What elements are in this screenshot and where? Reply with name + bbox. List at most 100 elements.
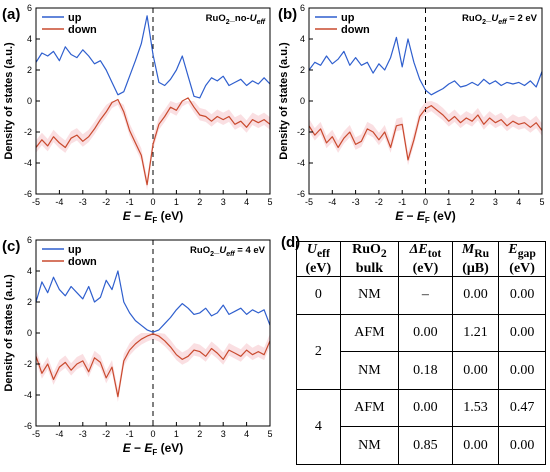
- x-tick-label: 0: [423, 197, 428, 207]
- y-tick-label: -2: [24, 359, 32, 369]
- table-cell: 0.18: [398, 351, 453, 390]
- x-tick-label: -5: [305, 197, 313, 207]
- x-tick-label: 3: [221, 429, 226, 439]
- y-tick-label: -4: [297, 158, 305, 168]
- table-row: 2 AFM 0.00 1.21 0.00: [296, 313, 546, 390]
- table-cell: 0.00: [498, 426, 546, 465]
- x-tick-label: 0: [150, 429, 155, 439]
- x-tick-label: 5: [539, 197, 544, 207]
- table-cell: AFM: [339, 313, 400, 353]
- x-tick-label: -4: [55, 197, 63, 207]
- x-tick-label: 2: [197, 197, 202, 207]
- ueff-cell: 0: [296, 276, 341, 315]
- series-line-down: [35, 97, 271, 186]
- series-line-up: [35, 15, 271, 99]
- y-tick-label: 2: [27, 297, 32, 307]
- series-line-up: [35, 270, 271, 333]
- y-tick-label: 4: [27, 266, 32, 276]
- table-cell: 0.00: [451, 426, 500, 465]
- x-tick-label: -2: [102, 197, 110, 207]
- x-tick-label: 4: [244, 197, 249, 207]
- y-tick-label: 0: [27, 96, 32, 106]
- legend-label-up: up: [68, 244, 82, 256]
- y-tick-label: 6: [300, 3, 305, 13]
- header-mru: MRu (μB): [451, 240, 500, 278]
- legend-label-down: down: [68, 24, 97, 36]
- y-tick-label: -2: [297, 127, 305, 137]
- y-tick-label: 6: [27, 3, 32, 13]
- y-axis-label: Density of states (a.u.): [3, 42, 15, 160]
- table-cell: –: [398, 276, 453, 315]
- x-tick-label: 2: [470, 197, 475, 207]
- header-egap: Egap (eV): [498, 240, 546, 278]
- table-cell: 0.00: [451, 351, 500, 390]
- panel-title-a: RuO2_no-Ueff: [206, 13, 266, 26]
- panel-b: -5 -4 -3 -2 -1 0 1 2 3 4 5 -6 -4 -2 0 2 4 6 E − EF (eV) Den…: [278, 3, 545, 225]
- series-line-down: [35, 333, 271, 398]
- x-tick-label: -4: [328, 197, 336, 207]
- panel-label-b: (b): [278, 6, 297, 23]
- down-shade-band: [36, 333, 270, 402]
- series-line-up: [308, 36, 543, 96]
- y-tick-label: 6: [27, 235, 32, 245]
- table-row: 4 AFM 0.00 1.53 0.47: [296, 388, 546, 466]
- x-axis-label: E − EF (eV): [123, 209, 184, 225]
- legend-label-up: up: [341, 12, 355, 24]
- table-header-row: Ueff (eV) RuO2 bulk ΔEtot (eV) MRu (μB) Egap…: [296, 240, 546, 278]
- y-tick-label: -4: [24, 158, 32, 168]
- x-tick-label: -3: [79, 197, 87, 207]
- x-tick-label: -1: [398, 197, 406, 207]
- y-tick-label: -4: [24, 390, 32, 400]
- table-cell: NM: [339, 276, 400, 315]
- legend-label-down: down: [341, 24, 370, 36]
- x-tick-label: 5: [267, 429, 272, 439]
- table-cell: 0.00: [498, 276, 546, 315]
- panel-a: -5 -4 -3 -2 -1 0 1 2 3 4 5 -6 -4 -2 0 2 4 6 E − EF (eV) Den…: [2, 3, 273, 225]
- y-tick-label: -6: [24, 189, 32, 199]
- table-cell: 0.00: [398, 388, 453, 428]
- y-axis-label: Density of states (a.u.): [3, 274, 15, 392]
- table-cell: 0.00: [398, 313, 453, 353]
- x-tick-label: 4: [516, 197, 521, 207]
- table-cell: AFM: [339, 388, 400, 428]
- y-axis-label: Density of states (a.u.): [278, 42, 290, 160]
- x-tick-label: 1: [446, 197, 451, 207]
- x-axis-label: E − EF (eV): [123, 441, 184, 457]
- header-delta-etot: ΔEtot (eV): [398, 240, 453, 278]
- x-tick-label: -2: [375, 197, 383, 207]
- down-shade-band: [309, 101, 542, 166]
- x-tick-label: 2: [197, 429, 202, 439]
- legend-label-up: up: [68, 12, 82, 24]
- x-axis-label: E − EF (eV): [395, 209, 456, 225]
- table-cell: 0.47: [498, 388, 546, 428]
- x-tick-label: -3: [79, 429, 87, 439]
- panel-c: -5 -4 -3 -2 -1 0 1 2 3 4 5 -6 -4 -2 0 2 4 6 E − EF (eV) Den…: [2, 235, 273, 457]
- panel-title-c: RuO2_Ueff = 4 eV: [190, 245, 266, 258]
- x-tick-label: -1: [126, 197, 134, 207]
- x-tick-label: 4: [244, 429, 249, 439]
- x-tick-label: 0: [150, 197, 155, 207]
- header-ueff: Ueff (eV): [296, 240, 341, 278]
- series-line-down: [308, 104, 543, 161]
- table-cell: NM: [339, 351, 400, 390]
- y-tick-label: 2: [300, 65, 305, 75]
- x-tick-label: 1: [174, 197, 179, 207]
- x-tick-label: 1: [174, 429, 179, 439]
- table-row: 0 NM – 0.00 0.00: [296, 276, 546, 315]
- x-tick-label: -2: [102, 429, 110, 439]
- panel-label-a: (a): [2, 6, 20, 23]
- x-tick-label: 3: [221, 197, 226, 207]
- table-cell: 1.21: [451, 313, 500, 353]
- header-ruo2: RuO2 bulk: [339, 240, 400, 278]
- legend-label-down: down: [68, 256, 97, 268]
- ueff-cell: 2: [296, 313, 341, 390]
- x-tick-label: -4: [55, 429, 63, 439]
- x-tick-label: -1: [126, 429, 134, 439]
- x-tick-label: -5: [32, 197, 40, 207]
- table-cell: 0.85: [398, 426, 453, 465]
- table-row: NM 0.18 0.00 0.00: [297, 351, 546, 390]
- table-cell: 0.00: [451, 276, 500, 315]
- panel-d: (d) Ueff (eV) RuO2 bulk ΔEtot (eV) MRu (μB) …: [276, 234, 550, 467]
- y-tick-label: 0: [27, 328, 32, 338]
